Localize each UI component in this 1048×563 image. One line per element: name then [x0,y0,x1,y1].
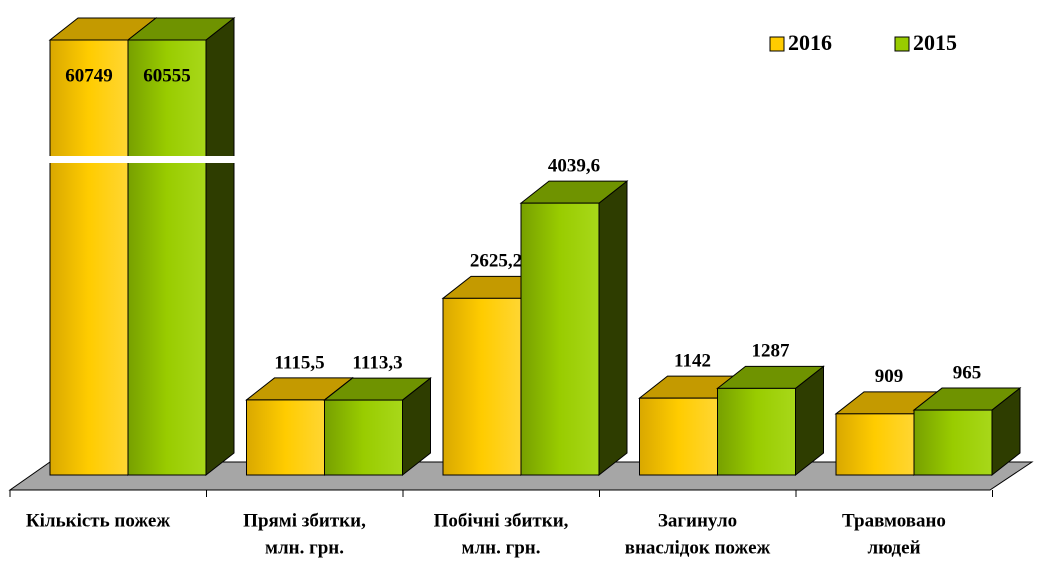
data-label: 909 [875,366,904,387]
legend-label: 2016 [788,30,832,55]
bar [323,377,432,477]
bar-front [913,409,993,476]
bar-front [442,297,522,476]
data-label: 1142 [674,351,711,372]
bar-front [639,397,718,476]
x-tick-label: Загинуло [658,510,737,531]
data-label: 1287 [752,341,791,362]
data-label: 60749 [65,65,113,86]
bar-side [598,180,628,477]
x-tick-label: млн. грн. [265,537,344,558]
bar-front [324,399,403,476]
x-tick-label: внаслідок пожеж [625,537,771,558]
bar-front [127,39,207,476]
legend-swatch [769,36,785,52]
data-label: 1115,5 [274,352,324,373]
data-label: 60555 [143,65,191,86]
bar [519,180,629,477]
axis-break [126,156,236,163]
bar-front [717,387,796,476]
x-tick-label: млн. грн. [462,537,541,558]
x-tick-label: Побічні збитки, [434,510,569,531]
bar [126,16,236,477]
data-label: 2625,2 [470,251,522,272]
bar [912,387,1022,477]
bar-front [49,39,129,476]
bar-front [246,399,325,476]
x-tick-label: Кількість пожеж [26,510,170,531]
data-label: 4039,6 [548,155,600,176]
data-label: 965 [953,362,982,383]
x-tick-label: людей [867,537,920,558]
bar-front [520,202,600,476]
legend-swatch [894,36,910,52]
data-label: 1113,3 [352,352,402,373]
axis-break [48,156,158,163]
x-tick-label: Травмовано [842,510,946,531]
x-tick-label: Прямі збитки, [243,510,366,531]
bar [716,365,825,477]
legend-label: 2015 [913,30,957,55]
bar-side [205,16,235,477]
bar-front [835,413,915,476]
